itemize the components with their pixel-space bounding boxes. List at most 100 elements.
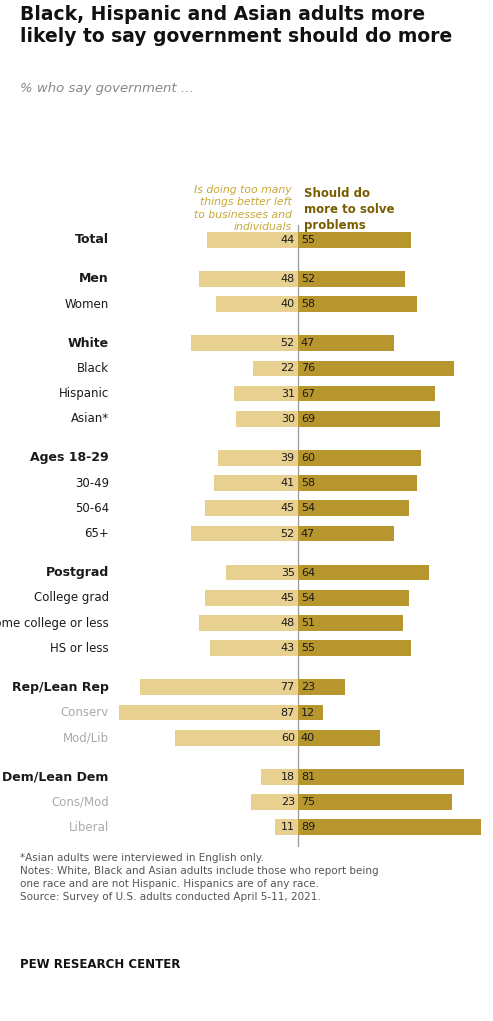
Text: Is doing too many
things better left
to businesses and
individuals: Is doing too many things better left to … xyxy=(194,185,292,232)
Bar xyxy=(191,335,298,351)
Bar xyxy=(199,271,298,287)
Text: Men: Men xyxy=(79,273,109,285)
Text: Ages 18-29: Ages 18-29 xyxy=(30,451,109,465)
Text: 11: 11 xyxy=(281,822,295,832)
Text: 50-64: 50-64 xyxy=(75,501,109,515)
Bar xyxy=(298,296,417,311)
Bar xyxy=(298,335,394,351)
Text: 81: 81 xyxy=(301,772,315,782)
Text: Should do
more to solve
problems: Should do more to solve problems xyxy=(304,187,394,232)
Bar xyxy=(218,450,298,466)
Text: Rep/Lean Rep: Rep/Lean Rep xyxy=(12,681,109,694)
Bar xyxy=(298,590,409,605)
Text: 52: 52 xyxy=(281,338,295,348)
Text: Black, Hispanic and Asian adults more
likely to say government should do more: Black, Hispanic and Asian adults more li… xyxy=(20,5,452,46)
Bar xyxy=(298,680,345,695)
Text: 51: 51 xyxy=(301,618,315,628)
Text: 47: 47 xyxy=(301,338,315,348)
Bar xyxy=(298,769,464,785)
Text: Postgrad: Postgrad xyxy=(46,566,109,579)
Text: 12: 12 xyxy=(301,708,315,718)
Text: 67: 67 xyxy=(301,389,315,398)
Bar xyxy=(252,360,298,376)
Bar xyxy=(298,526,394,541)
Text: 44: 44 xyxy=(281,235,295,245)
Text: College grad: College grad xyxy=(34,591,109,604)
Bar xyxy=(298,704,322,721)
Text: 60: 60 xyxy=(281,733,295,742)
Text: 69: 69 xyxy=(301,414,315,424)
Text: 47: 47 xyxy=(301,529,315,538)
Text: Total: Total xyxy=(75,233,109,246)
Bar xyxy=(206,590,298,605)
Bar xyxy=(175,730,298,745)
Bar xyxy=(234,386,298,401)
Text: Black: Black xyxy=(77,361,109,375)
Text: 55: 55 xyxy=(301,643,315,653)
Text: 54: 54 xyxy=(301,503,315,514)
Bar xyxy=(215,296,298,311)
Text: % who say government ...: % who say government ... xyxy=(20,82,193,95)
Bar xyxy=(191,526,298,541)
Text: Hispanic: Hispanic xyxy=(59,387,109,400)
Text: Conserv: Conserv xyxy=(61,707,109,719)
Text: Cons/Mod: Cons/Mod xyxy=(51,795,109,809)
Text: Asian*: Asian* xyxy=(71,412,109,426)
Text: 45: 45 xyxy=(281,593,295,602)
Text: 43: 43 xyxy=(281,643,295,653)
Bar xyxy=(206,500,298,516)
Bar xyxy=(213,475,298,491)
Text: 30: 30 xyxy=(281,414,295,424)
Bar xyxy=(140,680,298,695)
Bar xyxy=(298,271,405,287)
Bar xyxy=(298,794,452,810)
Text: 58: 58 xyxy=(301,299,315,309)
Text: 54: 54 xyxy=(301,593,315,602)
Bar xyxy=(119,704,298,721)
Text: 30-49: 30-49 xyxy=(75,477,109,490)
Text: 41: 41 xyxy=(281,478,295,488)
Text: Women: Women xyxy=(65,297,109,310)
Text: 23: 23 xyxy=(301,682,315,692)
Text: 52: 52 xyxy=(301,274,315,284)
Bar xyxy=(298,360,454,376)
Text: 40: 40 xyxy=(281,299,295,309)
Text: 40: 40 xyxy=(301,733,315,742)
Text: 31: 31 xyxy=(281,389,295,398)
Bar xyxy=(298,232,411,247)
Text: 55: 55 xyxy=(301,235,315,245)
Text: 22: 22 xyxy=(281,363,295,374)
Text: 75: 75 xyxy=(301,797,315,807)
Text: Mod/Lib: Mod/Lib xyxy=(63,731,109,744)
Text: 23: 23 xyxy=(281,797,295,807)
Bar xyxy=(298,500,409,516)
Bar xyxy=(298,565,429,580)
Text: 48: 48 xyxy=(281,274,295,284)
Bar xyxy=(298,616,403,631)
Bar xyxy=(298,820,481,835)
Text: 64: 64 xyxy=(301,568,315,578)
Text: 39: 39 xyxy=(281,453,295,463)
Text: 87: 87 xyxy=(281,708,295,718)
Bar xyxy=(250,794,298,810)
Text: 52: 52 xyxy=(281,529,295,538)
Bar xyxy=(275,820,298,835)
Bar xyxy=(298,475,417,491)
Bar xyxy=(210,640,298,657)
Text: 58: 58 xyxy=(301,478,315,488)
Text: 77: 77 xyxy=(281,682,295,692)
Bar xyxy=(298,730,380,745)
Bar xyxy=(208,232,298,247)
Text: Dem/Lean Dem: Dem/Lean Dem xyxy=(2,770,109,783)
Bar xyxy=(298,450,421,466)
Text: 18: 18 xyxy=(281,772,295,782)
Text: PEW RESEARCH CENTER: PEW RESEARCH CENTER xyxy=(20,958,180,971)
Bar xyxy=(298,640,411,657)
Text: White: White xyxy=(68,337,109,349)
Text: 60: 60 xyxy=(301,453,315,463)
Text: Liberal: Liberal xyxy=(69,821,109,834)
Text: 65+: 65+ xyxy=(84,527,109,540)
Text: 35: 35 xyxy=(281,568,295,578)
Text: 89: 89 xyxy=(301,822,315,832)
Bar xyxy=(298,411,440,427)
